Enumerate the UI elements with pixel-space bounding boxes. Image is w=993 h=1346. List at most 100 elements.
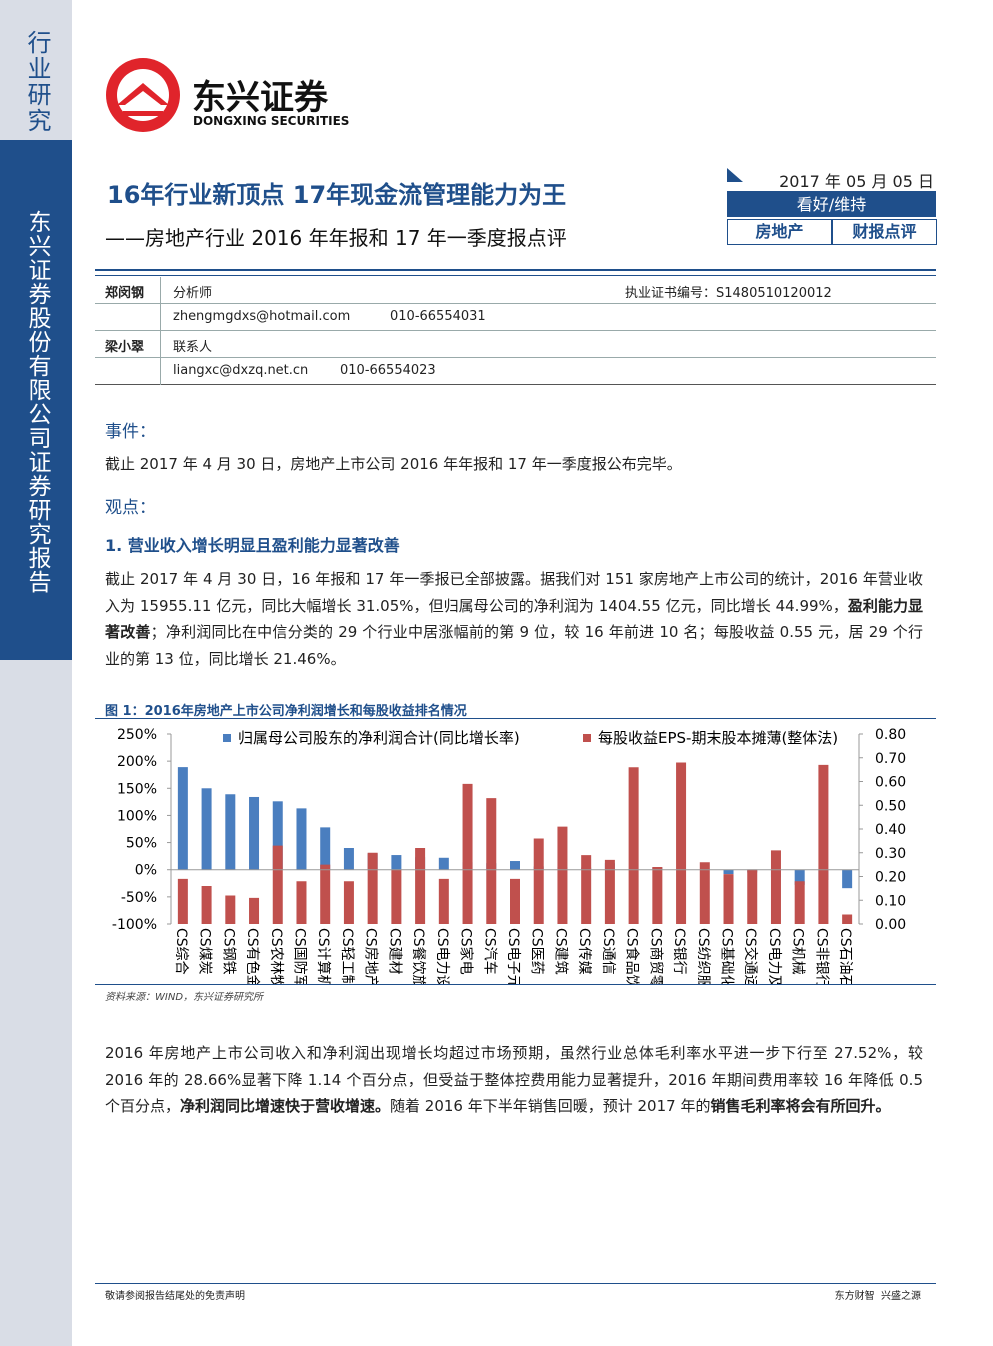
x-tick-label: CS交通运输 xyxy=(742,928,759,984)
logo-cn: 东兴证券 xyxy=(192,78,328,118)
sidebar-band xyxy=(0,140,72,660)
x-tick-label: CS综合 xyxy=(173,928,189,975)
text-run: 净利润同比增速快于营收增速。 xyxy=(180,1097,391,1115)
sidebar-bottom xyxy=(0,660,72,1346)
y2-tick-label: 0.50 xyxy=(875,798,906,814)
legend-swatch xyxy=(583,734,591,742)
bar xyxy=(652,867,663,924)
paragraph: 截止 2017 年 4 月 30 日，16 年报和 17 年一季报已全部披露。据… xyxy=(105,566,923,672)
bar xyxy=(391,869,402,924)
chart-title: 图 1：2016年房地产上市公司净利润增长和每股收益排名情况 xyxy=(105,704,467,719)
analyst-row: 郑闵钢 分析师 执业证书编号：S1480510120012 xyxy=(95,277,936,304)
x-tick-label: CS电力设备 xyxy=(434,928,451,984)
paragraph: 2016 年房地产上市公司收入和净利润出现增长均超过市场预期，虽然行业总体毛利率… xyxy=(105,1040,923,1120)
text-run: ；净利润同比在中信分类的 29 个行业中居涨幅前的第 9 位，较 16 年前进 … xyxy=(105,623,923,668)
point-heading: 1. 营业收入增长明显且盈利能力显著改善 xyxy=(105,536,400,555)
y-tick-label: 100% xyxy=(117,808,157,824)
analyst-email: liangxc@dxzq.net.cn xyxy=(173,363,309,378)
y2-tick-label: 0.00 xyxy=(875,917,906,933)
text-run: 盈利能力显著改善 xyxy=(105,596,923,642)
x-tick-label: CS食品饮料 xyxy=(624,928,641,984)
bar xyxy=(604,859,615,924)
bar xyxy=(225,794,236,870)
y2-tick-label: 0.60 xyxy=(875,775,906,791)
subtitle: ——房地产行业 2016 年年报和 17 年一季度报点评 xyxy=(105,226,567,250)
bar xyxy=(842,869,853,889)
analyst-phone: 010-66554023 xyxy=(340,363,436,378)
analyst-license: 执业证书编号：S1480510120012 xyxy=(625,286,832,301)
x-tick-label: CS纺织服装 xyxy=(695,928,711,984)
legend-label: 归属母公司股东的净利润合计(同比增长率) xyxy=(238,729,520,747)
x-tick-label: CS煤炭 xyxy=(197,928,213,975)
x-tick-label: CS建筑 xyxy=(552,928,568,975)
bar xyxy=(367,852,378,924)
x-tick-label: CS建材 xyxy=(386,928,402,975)
bar xyxy=(177,767,188,870)
y-tick-label: -100% xyxy=(112,917,157,933)
y2-tick-label: 0.40 xyxy=(875,822,906,838)
x-tick-label: CS家电 xyxy=(458,928,475,975)
x-tick-label: CS电子元器件 xyxy=(505,928,521,984)
tag: 财报点评 xyxy=(832,219,937,245)
x-tick-label: CS轻工制造 xyxy=(339,928,355,984)
bar xyxy=(794,881,805,924)
bar xyxy=(391,855,402,870)
bar xyxy=(818,764,829,924)
bar xyxy=(177,878,188,924)
x-tick-label: CS石油石化 xyxy=(837,928,853,984)
bar xyxy=(557,826,568,924)
x-tick-label: CS国防军工 xyxy=(291,928,307,984)
analyst-row: liangxc@dxzq.net.cn 010-66554023 xyxy=(95,358,936,385)
bar xyxy=(581,855,592,924)
y2-tick-label: 0.70 xyxy=(875,751,906,767)
x-tick-label: CS非银行金融 xyxy=(813,928,829,984)
bar xyxy=(438,878,449,924)
bar xyxy=(723,869,734,875)
bar xyxy=(676,762,687,924)
legend-label: 每股收益EPS-期末股本摊薄(整体法) xyxy=(598,729,838,747)
date: 2017 年 05 月 05 日 xyxy=(779,172,934,191)
bar xyxy=(272,801,283,870)
bar xyxy=(770,850,781,924)
bar xyxy=(320,864,331,924)
x-tick-label: CS钢铁 xyxy=(220,928,236,975)
analyst-role: 联系人 xyxy=(173,340,213,355)
x-tick-label: CS电力及公用… xyxy=(766,928,782,984)
bar xyxy=(794,869,805,885)
bar xyxy=(296,881,307,924)
x-tick-label: CS机械 xyxy=(790,928,806,975)
sidebar-company: 东兴证券股份有限公司证券研究报告 xyxy=(24,210,50,594)
y-tick-label: 50% xyxy=(126,836,157,852)
y-tick-label: 250% xyxy=(117,727,157,743)
column-rule xyxy=(160,277,161,385)
analyst-email: zhengmgdxs@hotmail.com xyxy=(173,309,351,324)
bar xyxy=(533,838,544,924)
date-box: 2017 年 05 月 05 日 xyxy=(727,166,936,193)
text-run: 销售毛利率将会有所回升。 xyxy=(710,1097,891,1115)
bar xyxy=(628,767,639,924)
rule xyxy=(95,984,936,985)
y2-tick-label: 0.20 xyxy=(875,870,906,886)
y2-tick-label: 0.80 xyxy=(875,727,906,743)
bar xyxy=(723,874,734,924)
text-run: 2016 年房地产上市公司收入和净利润出现增长均超过市场预期，虽然行业总体毛利率… xyxy=(105,1044,923,1115)
footer-left: 敬请参阅报告结尾处的免责声明 xyxy=(105,1291,245,1302)
y2-tick-label: 0.10 xyxy=(875,893,906,909)
logo-en: DONGXING SECURITIES xyxy=(193,114,350,128)
bar xyxy=(225,895,236,924)
bar xyxy=(249,796,260,870)
heading: 事件： xyxy=(105,422,156,442)
paragraph: 截止 2017 年 4 月 30 日，房地产上市公司 2016 年年报和 17 … xyxy=(105,455,682,473)
x-tick-label: CS医药 xyxy=(529,928,545,975)
legend-swatch xyxy=(223,734,231,742)
x-tick-label: CS餐饮旅游 xyxy=(410,928,426,984)
bar xyxy=(272,845,283,924)
y-tick-label: 200% xyxy=(117,754,157,770)
rule xyxy=(95,269,936,276)
tag: 房地产 xyxy=(727,219,832,245)
bar xyxy=(343,848,354,870)
title: 16年行业新顶点 17年现金流管理能力为王 xyxy=(107,181,567,209)
bar xyxy=(842,914,853,924)
bar xyxy=(320,827,331,870)
